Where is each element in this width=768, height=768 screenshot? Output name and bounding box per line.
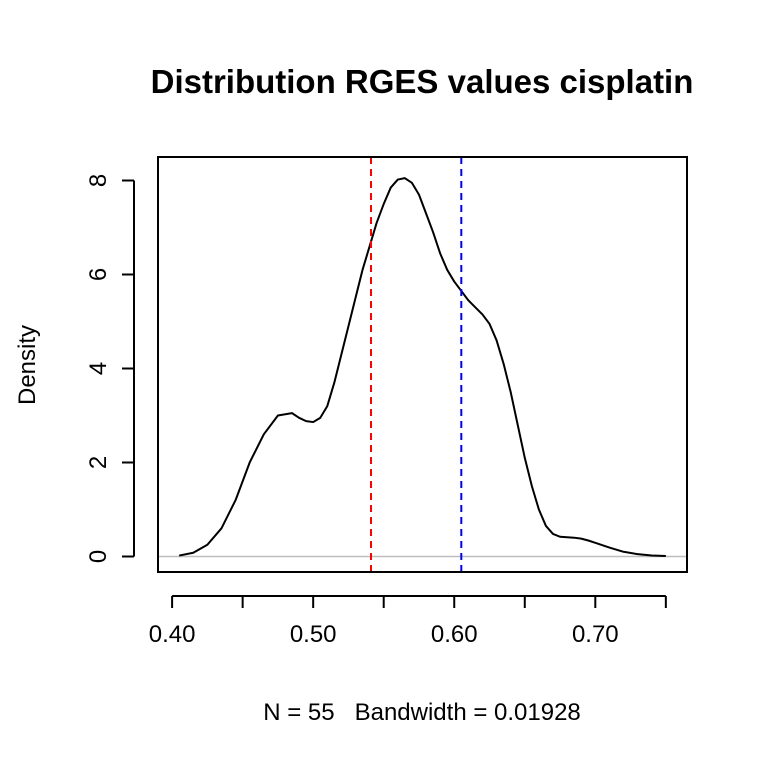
y-tick-label: 2 [85, 456, 112, 469]
plot-frame [157, 156, 688, 573]
y-axis-label: Density [14, 325, 41, 405]
x-tick-label: 0.60 [431, 621, 478, 648]
y-tick-label: 4 [85, 362, 112, 375]
density-curve-0 [178, 177, 666, 558]
chart-title: Distribution RGES values cisplatin [151, 63, 694, 100]
x-axis-label: N = 55 Bandwidth = 0.01928 [263, 699, 581, 726]
x-tick-label: 0.40 [149, 621, 196, 648]
x-tick-label: 0.70 [572, 621, 619, 648]
plot-area: 0.40 0.50 0.60 0.70 0 2 4 6 8 [85, 157, 687, 648]
y-tick-label: 0 [85, 550, 112, 563]
y-tick-label: 6 [85, 268, 112, 281]
y-tick-label: 8 [85, 174, 112, 187]
x-tick-label: 0.50 [290, 621, 337, 648]
